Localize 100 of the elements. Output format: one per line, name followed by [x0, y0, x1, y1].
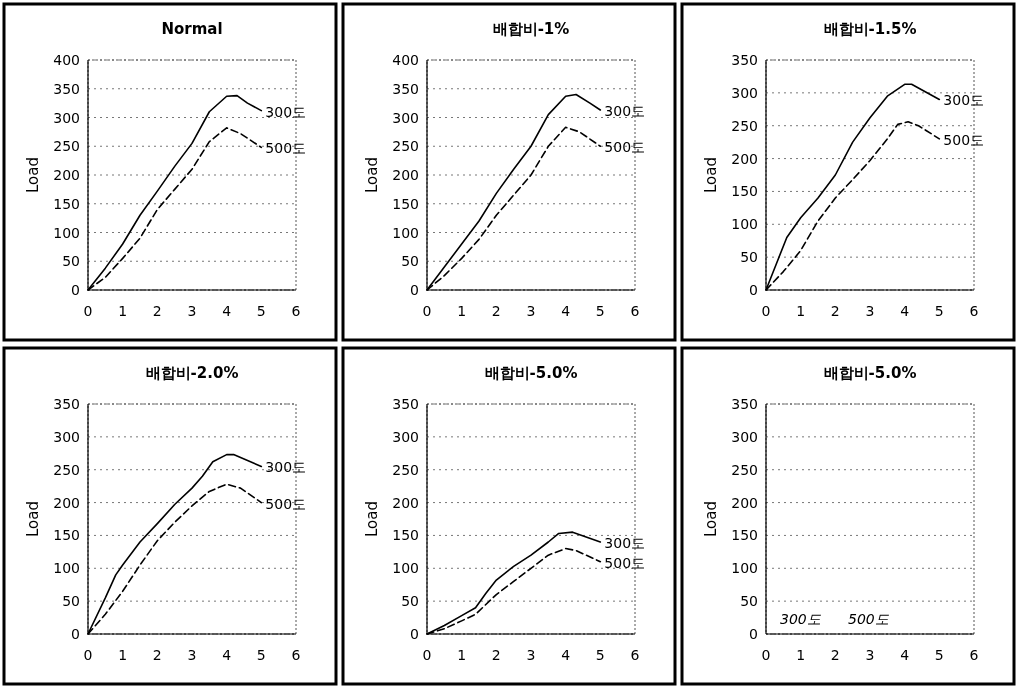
y-tick-label: 0	[749, 282, 758, 298]
y-tick-label: 350	[392, 396, 419, 412]
x-tick-label: 1	[457, 303, 467, 319]
y-tick-label: 150	[53, 527, 80, 544]
x-tick-label: 3	[187, 647, 197, 663]
x-tick-label: 0	[761, 303, 771, 319]
y-tick-label: 400	[53, 52, 80, 68]
y-tick-label: 300	[53, 428, 80, 445]
x-tick-label: 4	[900, 647, 910, 663]
y-tick-label: 250	[53, 138, 80, 155]
x-tick-label: 3	[865, 303, 875, 319]
x-tick-label: 4	[561, 303, 571, 319]
y-tick-label: 100	[392, 224, 419, 241]
x-tick-label: 6	[969, 647, 979, 663]
x-tick-label: 0	[83, 647, 93, 663]
y-tick-label: 350	[731, 52, 758, 68]
x-tick-label: 5	[595, 303, 605, 319]
x-tick-label: 4	[900, 303, 910, 319]
x-tick-label: 5	[256, 647, 266, 663]
y-tick-label: 300	[392, 109, 419, 126]
y-tick-label: 50	[401, 253, 419, 270]
y-tick-label: 0	[71, 282, 80, 298]
x-tick-label: 0	[422, 647, 432, 663]
x-tick-label: 2	[152, 303, 162, 319]
chart-title: 배합비-1%	[492, 20, 570, 38]
x-tick-label: 1	[118, 647, 128, 663]
x-tick-label: 4	[561, 647, 571, 663]
y-tick-label: 100	[731, 216, 758, 233]
series-label: 300도	[604, 535, 646, 551]
y-axis-title: Load	[702, 157, 720, 193]
x-tick-label: 3	[526, 303, 536, 319]
x-tick-label: 6	[291, 303, 301, 319]
y-tick-label: 150	[53, 195, 80, 212]
y-tick-label: 200	[731, 150, 758, 167]
y-tick-label: 350	[53, 396, 80, 412]
y-tick-label: 0	[71, 626, 80, 642]
y-tick-label: 100	[53, 560, 80, 577]
y-axis-title: Load	[24, 501, 42, 537]
chart-title: 배합비-2.0%	[145, 364, 239, 382]
annotation: 300도	[780, 611, 821, 627]
x-tick-label: 0	[422, 303, 432, 319]
series-label: 300도	[265, 103, 307, 120]
chart-title: 배합비-1.5%	[823, 20, 917, 38]
y-tick-label: 100	[392, 560, 419, 577]
y-tick-label: 300	[53, 109, 80, 126]
series-label: 300도	[604, 103, 646, 120]
y-tick-label: 300	[392, 428, 419, 445]
x-tick-label: 3	[865, 647, 875, 663]
x-tick-label: 5	[934, 647, 944, 663]
chart-title: Normal	[161, 20, 223, 38]
y-tick-label: 250	[731, 117, 758, 134]
x-tick-label: 4	[222, 647, 232, 663]
x-tick-label: 5	[934, 303, 944, 319]
series-label: 500도	[604, 554, 646, 571]
series-label: 500도	[265, 140, 307, 157]
y-tick-label: 0	[410, 626, 419, 642]
y-tick-label: 150	[392, 195, 419, 212]
x-tick-label: 1	[796, 303, 806, 319]
y-tick-label: 100	[731, 560, 758, 577]
y-tick-label: 0	[410, 282, 419, 298]
x-tick-label: 2	[491, 303, 501, 319]
x-tick-label: 2	[491, 647, 501, 663]
y-tick-label: 200	[53, 167, 80, 183]
y-tick-label: 250	[53, 461, 80, 478]
x-tick-label: 1	[457, 647, 467, 663]
chart-title: 배합비-5.0%	[823, 364, 917, 382]
y-tick-label: 350	[731, 396, 758, 412]
y-tick-label: 50	[401, 593, 419, 610]
x-tick-label: 5	[256, 303, 266, 319]
x-tick-label: 2	[830, 647, 840, 663]
chart-title: 배합비-5.0%	[484, 364, 578, 382]
y-tick-label: 350	[392, 80, 419, 97]
y-tick-label: 300	[731, 84, 758, 101]
y-tick-label: 50	[740, 249, 758, 266]
y-axis-title: Load	[702, 501, 720, 537]
y-tick-label: 200	[731, 494, 758, 511]
annotation: 500도	[848, 611, 889, 627]
y-tick-label: 150	[731, 527, 758, 544]
y-tick-label: 50	[62, 253, 80, 270]
series-label: 300도	[265, 459, 307, 476]
x-tick-label: 1	[796, 647, 806, 663]
y-tick-label: 350	[53, 80, 80, 97]
y-tick-label: 250	[392, 461, 419, 478]
series-label: 500도	[604, 139, 646, 156]
x-tick-label: 0	[83, 303, 93, 319]
x-tick-label: 6	[969, 303, 979, 319]
series-label: 500도	[943, 131, 985, 148]
y-tick-label: 50	[62, 593, 80, 610]
y-tick-label: 100	[53, 224, 80, 241]
series-label: 300도	[943, 92, 985, 109]
y-tick-label: 150	[731, 183, 758, 200]
x-tick-label: 4	[222, 303, 232, 319]
x-tick-label: 5	[595, 647, 605, 663]
y-tick-label: 200	[53, 494, 80, 511]
x-tick-label: 3	[187, 303, 197, 319]
x-tick-label: 6	[630, 303, 640, 319]
y-axis-title: Load	[363, 157, 381, 193]
x-tick-label: 3	[526, 647, 536, 663]
y-tick-label: 200	[392, 494, 419, 511]
y-tick-label: 250	[731, 461, 758, 478]
